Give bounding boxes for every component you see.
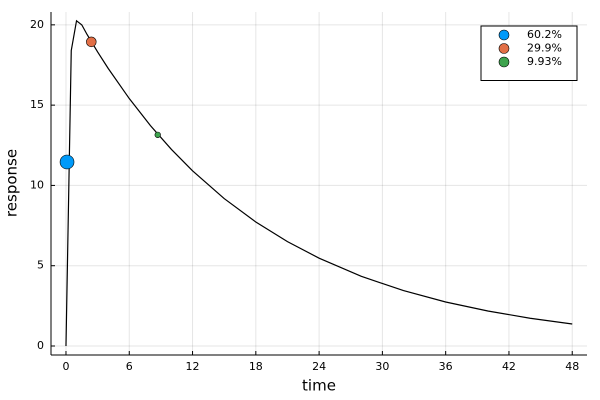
x-tick-label: 6 bbox=[126, 360, 133, 373]
line bbox=[65, 19, 573, 347]
point bbox=[59, 154, 75, 170]
legend-marker bbox=[498, 43, 510, 54]
legend-label: 29.9% bbox=[527, 42, 562, 55]
legend bbox=[480, 25, 578, 81]
point bbox=[86, 36, 97, 48]
x-tick-label: 36 bbox=[439, 360, 453, 373]
x-tick-label: 12 bbox=[186, 360, 200, 373]
y-tick-label: 5 bbox=[37, 259, 44, 272]
y-tick-label: 20 bbox=[30, 18, 44, 31]
y-axis-label: response bbox=[3, 149, 21, 217]
y-tick-label: 0 bbox=[37, 339, 44, 352]
x-tick-label: 24 bbox=[312, 360, 326, 373]
legend-marker bbox=[498, 29, 510, 41]
x-axis-label: time bbox=[302, 377, 336, 395]
x-tick-label: 0 bbox=[62, 360, 69, 373]
x-tick-label: 30 bbox=[375, 360, 389, 373]
legend-marker bbox=[498, 56, 510, 68]
point bbox=[154, 131, 161, 138]
x-tick-label: 18 bbox=[249, 360, 263, 373]
legend-label: 9.93% bbox=[527, 55, 562, 68]
x-tick-label: 42 bbox=[502, 360, 516, 373]
legend-label: 60.2% bbox=[527, 28, 562, 41]
x-tick-label: 48 bbox=[565, 360, 579, 373]
y-tick-label: 10 bbox=[30, 178, 44, 191]
y-tick-label: 15 bbox=[30, 98, 44, 111]
